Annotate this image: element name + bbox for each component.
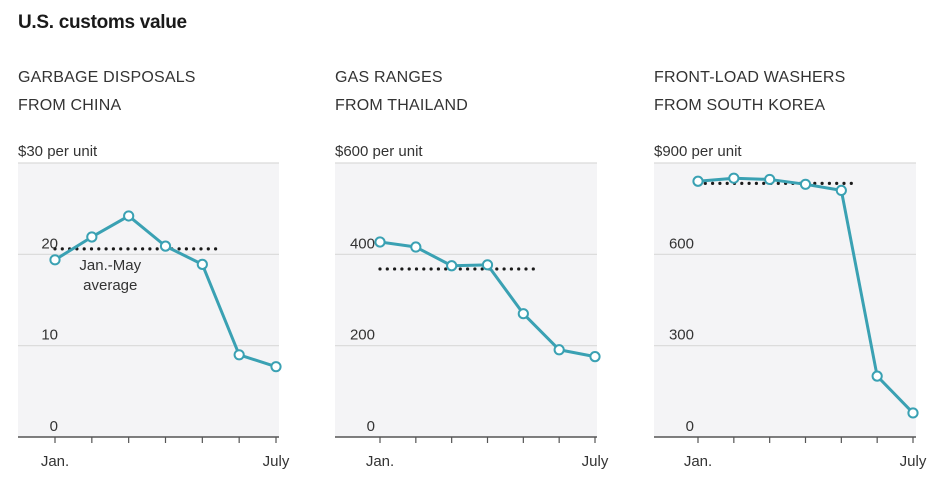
data-point xyxy=(49,254,61,266)
data-point xyxy=(692,175,704,187)
y-tick-label: 400 xyxy=(350,235,375,252)
line-chart: 0 200 400 Jan. July xyxy=(335,162,609,470)
data-point xyxy=(159,240,172,252)
plot-area xyxy=(335,163,597,437)
panel-subtitle: GARBAGE DISPOSALS FROM CHINA xyxy=(18,64,196,120)
data-point xyxy=(446,260,458,272)
y-tick-label: 300 xyxy=(669,327,694,344)
y-tick-label: 600 xyxy=(669,235,694,252)
data-point xyxy=(799,178,812,190)
plot-area xyxy=(18,163,279,437)
data-point xyxy=(123,210,135,222)
data-point xyxy=(871,370,883,382)
y-tick-label: 0 xyxy=(50,418,58,435)
y-tick-label: 200 xyxy=(350,327,375,344)
y-tick-label: 0 xyxy=(686,418,694,435)
data-point xyxy=(270,361,282,373)
x-tick-label: Jan. xyxy=(41,453,69,470)
data-point xyxy=(410,241,422,253)
y-tick-label: 10 xyxy=(41,327,58,344)
x-tick-label: July xyxy=(263,453,290,470)
line-chart: 0 300 600 Jan. July xyxy=(654,162,927,470)
panel-subtitle-line-1: GARBAGE DISPOSALS xyxy=(18,69,196,86)
chart-title: U.S. customs value xyxy=(18,12,187,33)
plot-area xyxy=(654,163,916,437)
data-point xyxy=(517,308,529,320)
unit-label: $30 per unit xyxy=(18,143,98,160)
data-point xyxy=(374,236,386,248)
average-annotation: Jan.-May xyxy=(79,257,141,274)
data-point xyxy=(196,258,208,270)
unit-label: $600 per unit xyxy=(335,143,423,160)
data-point xyxy=(728,172,740,184)
data-point xyxy=(764,173,776,186)
panel-subtitle-line-1: GAS RANGES xyxy=(335,69,443,86)
y-tick-label: 0 xyxy=(367,418,375,435)
unit-label: $900 per unit xyxy=(654,143,742,160)
panel-subtitle-line-2: FROM SOUTH KOREA xyxy=(654,97,826,114)
data-point xyxy=(233,349,245,361)
data-point xyxy=(481,259,494,271)
panel-subtitle: FRONT-LOAD WASHERS FROM SOUTH KOREA xyxy=(654,64,845,120)
x-tick-label: July xyxy=(582,453,609,470)
panel-subtitle: GAS RANGES FROM THAILAND xyxy=(335,64,468,120)
panel-subtitle-line-1: FRONT-LOAD WASHERS xyxy=(654,69,846,86)
x-tick-label: Jan. xyxy=(684,453,712,470)
average-annotation: average xyxy=(83,277,137,294)
panel-garbage-disposals: GARBAGE DISPOSALS FROM CHINA $30 per uni… xyxy=(0,0,300,491)
data-point xyxy=(589,351,601,363)
panel-gas-ranges: GAS RANGES FROM THAILAND $600 per unit 0… xyxy=(318,0,618,491)
panel-subtitle-line-2: FROM CHINA xyxy=(18,97,122,114)
data-point xyxy=(553,344,565,356)
data-point xyxy=(907,407,919,419)
panel-subtitle-line-2: FROM THAILAND xyxy=(335,97,468,114)
data-point xyxy=(86,231,98,243)
x-tick-label: Jan. xyxy=(366,453,394,470)
x-tick-label: July xyxy=(900,453,927,470)
panel-front-load-washers: FRONT-LOAD WASHERS FROM SOUTH KOREA $900… xyxy=(636,0,936,491)
data-point xyxy=(835,184,847,196)
